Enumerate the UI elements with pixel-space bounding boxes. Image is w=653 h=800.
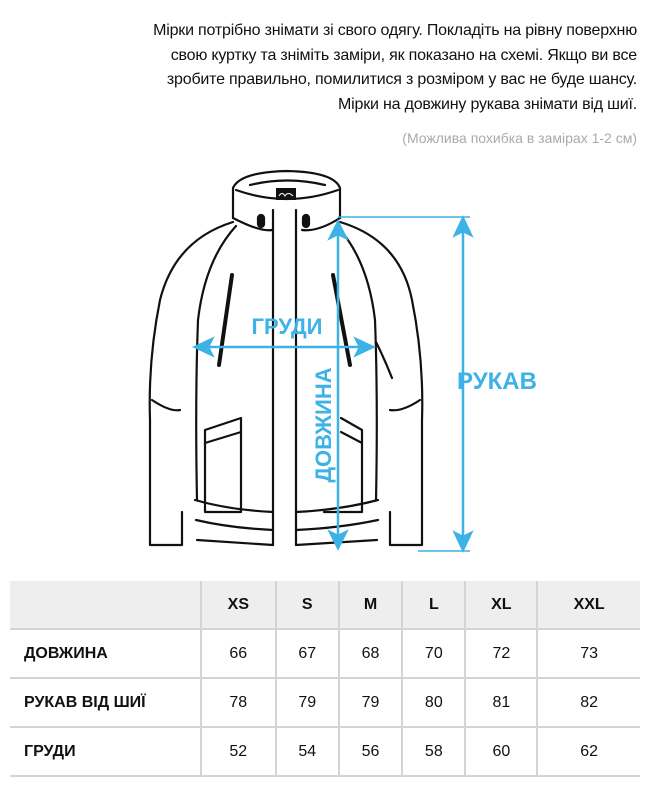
- header-cell: XS: [200, 581, 276, 630]
- instructions-line: Мірки потрібно знімати зі свого одягу. П…: [153, 22, 637, 39]
- size-table: XS S M L XL XXL ДОВЖИНА 66 67 68 70 72 7…: [10, 581, 640, 777]
- cell: 78: [200, 678, 276, 728]
- chest-label: ГРУДИ: [252, 314, 323, 339]
- length-label: ДОВЖИНА: [311, 367, 336, 482]
- cell: 79: [274, 678, 339, 728]
- cell: 60: [464, 727, 538, 777]
- header-cell: S: [274, 581, 339, 630]
- header-cell: [10, 581, 201, 630]
- row-label: ДОВЖИНА: [10, 629, 201, 679]
- header-cell: L: [401, 581, 466, 630]
- jacket-measurement-diagram: ГРУДИ ДОВЖИНА РУКАВ: [148, 169, 537, 553]
- cell: 73: [536, 629, 640, 679]
- length-arrow: [327, 219, 349, 551]
- cell: 79: [337, 678, 403, 728]
- cell: 58: [401, 727, 466, 777]
- instructions-line: свою куртку та зніміть заміри, як показа…: [170, 46, 637, 64]
- cell: 67: [274, 629, 339, 679]
- chest-arrow: [192, 336, 376, 358]
- instructions-text: Мірки потрібно знімати зі свого одягу. П…: [17, 19, 637, 117]
- measurement-arrows: [192, 215, 474, 553]
- jacket-illustration: [148, 169, 424, 547]
- tolerance-note: (Можлива похибка в замірах 1-2 см): [402, 130, 637, 146]
- cell: 81: [464, 678, 538, 728]
- header-cell: XL: [464, 581, 538, 630]
- cell: 66: [200, 629, 276, 679]
- cell: 72: [464, 629, 538, 679]
- table-row: ГРУДИ 52 54 56 58 60 62: [10, 727, 640, 777]
- brand-tag-logo: [276, 188, 296, 200]
- cell: 82: [536, 678, 640, 728]
- row-label: ГРУДИ: [10, 727, 201, 777]
- instructions-line: зробите правильно, помилитися з розміром…: [166, 71, 637, 89]
- cell: 54: [274, 727, 339, 777]
- row-label: РУКАВ ВІД ШИЇ: [10, 678, 201, 728]
- cell: 80: [401, 678, 466, 728]
- cell: 56: [337, 727, 403, 777]
- header-cell: M: [337, 581, 403, 630]
- table-header-row: XS S M L XL XXL: [10, 581, 640, 630]
- instructions-line: Мірки на довжину рукава знімати від шиї.: [338, 95, 637, 113]
- cell: 62: [536, 727, 640, 777]
- sleeve-label: РУКАВ: [457, 368, 537, 395]
- table-row: ДОВЖИНА 66 67 68 70 72 73: [10, 629, 640, 679]
- cell: 70: [401, 629, 466, 679]
- cell: 52: [200, 727, 276, 777]
- header-cell: XXL: [536, 581, 640, 630]
- table-row: РУКАВ ВІД ШИЇ 78 79 79 80 81 82: [10, 678, 640, 728]
- cell: 68: [337, 629, 403, 679]
- sleeve-arrow: [338, 215, 474, 553]
